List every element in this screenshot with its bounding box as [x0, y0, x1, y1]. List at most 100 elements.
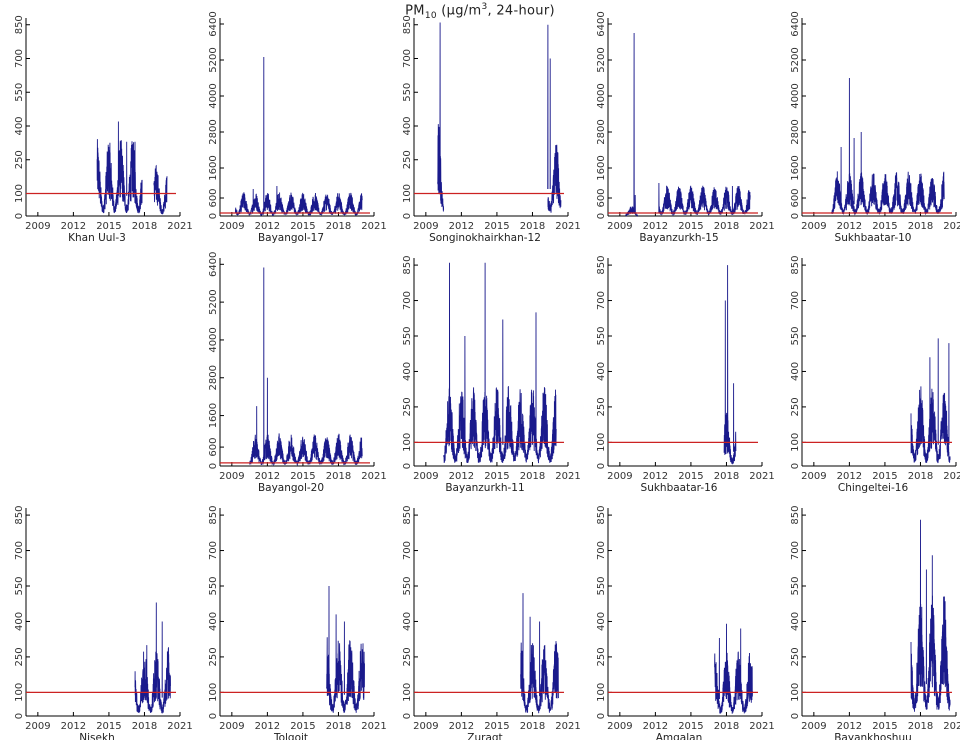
y-tick-label: 4000 — [790, 83, 801, 108]
y-tick-label: 5200 — [790, 47, 801, 72]
y-tick-label: 0 — [402, 713, 413, 719]
y-tick-label: 100 — [402, 683, 413, 702]
x-tick-label: 2015 — [96, 221, 121, 232]
y-tick-label: 100 — [14, 683, 25, 702]
y-tick-label: 250 — [790, 397, 801, 416]
y-tick-label: 250 — [790, 647, 801, 666]
x-tick-label: 2009 — [801, 471, 826, 482]
y-tick-label: 2800 — [596, 119, 607, 144]
x-tick-label: 2012 — [255, 221, 280, 232]
y-tick-label: 100 — [208, 683, 219, 702]
x-tick-label: 2018 — [908, 221, 933, 232]
y-tick-label: 5200 — [596, 47, 607, 72]
x-tick-label: 2021 — [167, 221, 192, 232]
x-tick-label: 2021 — [361, 721, 386, 732]
y-tick-label: 400 — [596, 362, 607, 381]
y-tick-label: 5200 — [208, 289, 219, 314]
y-tick-label: 400 — [790, 612, 801, 631]
panel-label: Sukhbaatar-10 — [835, 232, 912, 244]
y-tick-label: 2800 — [790, 119, 801, 144]
y-tick-label: 2800 — [208, 119, 219, 144]
x-tick-label: 2021 — [361, 221, 386, 232]
series-line — [723, 265, 737, 465]
y-tick-label: 0 — [596, 713, 607, 719]
x-tick-label: 2018 — [908, 471, 933, 482]
y-tick-label: 700 — [402, 49, 413, 68]
x-tick-label: 2018 — [326, 721, 351, 732]
y-tick-label: 100 — [790, 433, 801, 452]
series-line — [831, 77, 945, 216]
panel-bayangol-20: 0 600 1600 2800 4000 5200 6400 2009 2012 2015 2018… — [208, 252, 387, 494]
y-tick-label: 0 — [596, 463, 607, 469]
y-tick-label: 4000 — [596, 83, 607, 108]
x-tick-label: 2015 — [290, 221, 315, 232]
y-tick-label: 0 — [402, 463, 413, 469]
panel-label: Songinokhairkhan-12 — [429, 232, 541, 244]
panel-bayanzurkh-11: 0 100 250 400 550 700 850 2009 2012 2015 2018 2021 B… — [402, 256, 581, 494]
y-tick-label: 6400 — [208, 11, 219, 36]
panel-label: Bayangol-20 — [258, 482, 324, 494]
x-tick-label: 2009 — [801, 721, 826, 732]
x-tick-label: 2012 — [837, 221, 862, 232]
panel-sukhbaatar-10: 0 600 1600 2800 4000 5200 6400 2009 2012 2015 2018… — [790, 11, 960, 244]
x-tick-label: 2012 — [449, 721, 474, 732]
panel-zuragt: 0 100 250 400 550 700 850 2009 2012 2015 2018 2021 Z… — [402, 506, 581, 740]
panel-amgalan: 0 100 250 400 550 700 850 2009 2012 2015 2018 2021 A… — [596, 506, 775, 740]
y-tick-label: 0 — [208, 713, 219, 719]
x-tick-label: 2021 — [555, 471, 580, 482]
y-tick-label: 250 — [596, 647, 607, 666]
y-tick-label: 250 — [402, 647, 413, 666]
x-tick-label: 2021 — [943, 221, 960, 232]
series-line — [96, 121, 168, 215]
x-tick-label: 2012 — [643, 471, 668, 482]
x-tick-label: 2015 — [678, 721, 703, 732]
x-tick-label: 2018 — [908, 721, 933, 732]
series-line — [910, 519, 951, 712]
panel-label: Zuragt — [467, 732, 502, 740]
y-tick-label: 6400 — [790, 11, 801, 36]
y-tick-label: 0 — [790, 213, 801, 219]
panel-label: Sukhbaatar-16 — [641, 482, 718, 494]
y-tick-label: 550 — [14, 83, 25, 102]
y-tick-label: 0 — [402, 213, 413, 219]
chart-title: PM10 (μg/m3, 24-hour) — [0, 2, 960, 21]
y-tick-label: 6400 — [596, 11, 607, 36]
panel-chingeltei-16: 0 100 250 400 550 700 850 2009 2012 2015 2018 2021 C… — [790, 256, 960, 494]
y-tick-label: 2800 — [208, 365, 219, 390]
panel-bayanzurkh-15: 0 600 1600 2800 4000 5200 6400 2009 2012 2015 2018… — [596, 11, 775, 244]
y-tick-label: 850 — [208, 506, 219, 525]
x-tick-label: 2021 — [361, 471, 386, 482]
y-tick-label: 850 — [402, 256, 413, 275]
x-tick-label: 2021 — [943, 471, 960, 482]
y-tick-label: 850 — [596, 256, 607, 275]
x-tick-label: 2018 — [714, 221, 739, 232]
panel-sukhbaatar-16: 0 100 250 400 550 700 850 2009 2012 2015 2018 2021 S… — [596, 256, 775, 494]
y-tick-label: 850 — [402, 506, 413, 525]
y-tick-label: 250 — [402, 150, 413, 169]
panel-label: Bayanzurkh-11 — [445, 482, 524, 494]
x-tick-label: 2012 — [643, 721, 668, 732]
x-tick-label: 2009 — [607, 721, 632, 732]
y-tick-label: 700 — [208, 541, 219, 560]
x-tick-label: 2012 — [255, 721, 280, 732]
y-tick-label: 1600 — [208, 155, 219, 180]
panel-label: Khan Uul-3 — [68, 232, 126, 244]
y-tick-label: 4000 — [208, 327, 219, 352]
y-tick-label: 250 — [208, 647, 219, 666]
x-tick-label: 2015 — [872, 221, 897, 232]
y-tick-label: 700 — [596, 541, 607, 560]
x-tick-label: 2009 — [219, 471, 244, 482]
x-tick-label: 2018 — [714, 471, 739, 482]
y-tick-label: 250 — [14, 647, 25, 666]
x-tick-label: 2015 — [290, 471, 315, 482]
y-tick-label: 400 — [208, 612, 219, 631]
series-line — [437, 22, 562, 213]
y-tick-label: 0 — [790, 713, 801, 719]
x-tick-label: 2009 — [801, 221, 826, 232]
x-tick-label: 2009 — [607, 221, 632, 232]
x-tick-label: 2012 — [643, 221, 668, 232]
series-line — [443, 262, 557, 464]
y-tick-label: 700 — [402, 291, 413, 310]
panel-nisekh: 0 100 250 400 550 700 850 2009 2012 2015 2018 2021 N… — [14, 506, 193, 740]
